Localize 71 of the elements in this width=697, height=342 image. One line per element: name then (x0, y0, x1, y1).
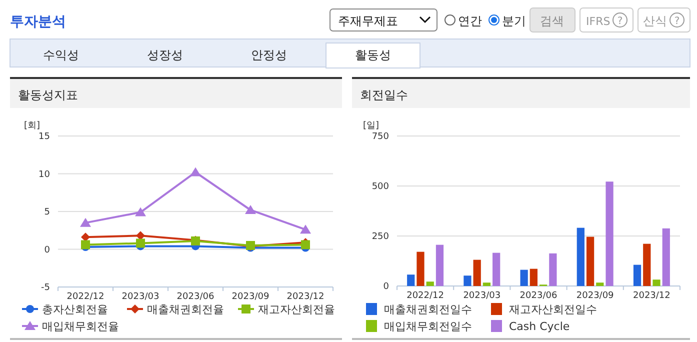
x-tick-label: 2023/09 (576, 291, 614, 301)
bar (464, 276, 472, 286)
y-tick-label: 0 (44, 245, 50, 256)
text: IFRS (586, 15, 610, 28)
text: 주재무제표 (338, 14, 398, 28)
x-tick-label: 2023/12 (286, 292, 324, 302)
x-tick-label: 2022/12 (66, 292, 104, 302)
y-tick-label: 5 (44, 208, 50, 218)
point (301, 240, 310, 250)
x-tick-label: 2023/03 (122, 292, 160, 302)
bar (652, 280, 660, 286)
y-tick-label: 500 (372, 182, 390, 192)
point (81, 240, 90, 250)
bar (520, 270, 528, 286)
chart-title: 활동성지표 (18, 88, 78, 102)
legend-label: 재고자산회전율 (258, 303, 335, 316)
y-axis-title: [회] (24, 121, 40, 131)
x-tick-label: 2023/06 (520, 291, 558, 301)
text: 투자분석 (10, 14, 66, 30)
x-tick-label: 2022/12 (406, 291, 444, 301)
y-tick-label: 250 (372, 232, 390, 242)
bar (473, 260, 481, 286)
text: 분기 (502, 14, 526, 28)
legend-label: 매출채권회전일수 (384, 303, 472, 316)
bar (492, 252, 500, 286)
bar (643, 244, 651, 286)
x-tick-label: 2023/06 (176, 292, 214, 302)
point (190, 167, 201, 176)
legend-label: 매입채무회전율 (42, 320, 119, 333)
legend-label: 재고자산회전일수 (509, 303, 597, 316)
text: 안정성 (251, 48, 287, 62)
bar (606, 182, 614, 286)
bar (576, 228, 584, 286)
text: 산식 (643, 14, 667, 28)
bar (416, 252, 424, 286)
y-axis-title: [일] (363, 121, 380, 131)
y-tick-label: 15 (38, 132, 50, 142)
text: 연간 (458, 14, 482, 28)
text: 수익성 (43, 48, 79, 62)
bar (436, 244, 444, 286)
x-tick-label: 2023/03 (463, 291, 501, 301)
y-tick-label: 750 (372, 132, 390, 142)
legend-label: 매입채무회전일수 (384, 320, 472, 333)
y-tick-label: 0 (383, 282, 390, 292)
x-tick-label: 2023/12 (633, 291, 670, 301)
point (80, 218, 91, 227)
bar (549, 253, 557, 286)
x-tick-label: 2023/09 (232, 292, 270, 302)
point (135, 207, 146, 216)
legend-label: 매출채권회전율 (147, 303, 224, 316)
bar (633, 264, 642, 286)
bar (586, 236, 594, 286)
y-tick-label: 10 (38, 170, 50, 180)
text: 성장성 (147, 48, 183, 62)
bar (482, 282, 491, 286)
legend-label: Cash Cycle (509, 320, 570, 333)
point (245, 204, 256, 214)
y-tick-label: -5 (41, 283, 50, 293)
text: ? (617, 16, 623, 27)
bar (530, 268, 538, 286)
chart-title: 회전일수 (360, 88, 408, 102)
bar (407, 274, 415, 286)
text: 활동성 (355, 48, 391, 62)
point (136, 238, 145, 248)
point (300, 224, 311, 234)
text: ? (674, 16, 680, 27)
legend-label: 총자산회전율 (42, 303, 108, 316)
text: 검색 (540, 14, 564, 28)
bar (426, 282, 434, 286)
bar (662, 228, 670, 286)
bar (596, 282, 604, 286)
